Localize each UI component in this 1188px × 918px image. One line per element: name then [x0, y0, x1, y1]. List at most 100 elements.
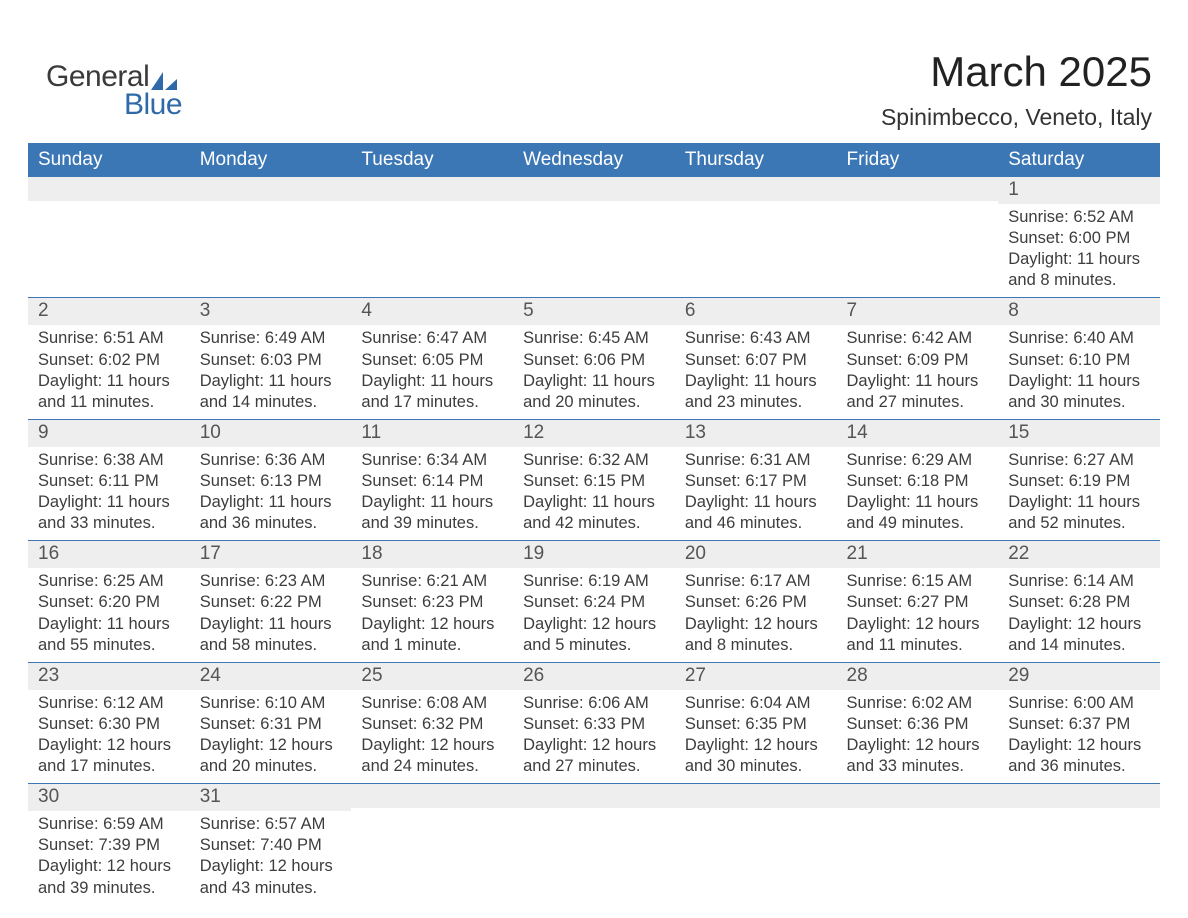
day-content: Sunrise: 6:31 AMSunset: 6:17 PMDaylight:…	[675, 447, 837, 540]
sunset-text: Sunset: 6:28 PM	[1008, 592, 1150, 613]
calendar-cell: 15Sunrise: 6:27 AMSunset: 6:19 PMDayligh…	[998, 419, 1160, 540]
daylight-text: Daylight: 11 hours and 49 minutes.	[847, 492, 989, 534]
sunrise-text: Sunrise: 6:08 AM	[361, 693, 503, 714]
day-number: 25	[351, 663, 513, 690]
sunset-text: Sunset: 6:06 PM	[523, 350, 665, 371]
calendar-cell: 12Sunrise: 6:32 AMSunset: 6:15 PMDayligh…	[513, 419, 675, 540]
day-number: 19	[513, 541, 675, 568]
calendar-cell: 18Sunrise: 6:21 AMSunset: 6:23 PMDayligh…	[351, 541, 513, 662]
day-content: Sunrise: 6:00 AMSunset: 6:37 PMDaylight:…	[998, 690, 1160, 783]
day-content: Sunrise: 6:06 AMSunset: 6:33 PMDaylight:…	[513, 690, 675, 783]
day-number: 13	[675, 420, 837, 447]
day-number	[513, 784, 675, 808]
calendar-cell: 14Sunrise: 6:29 AMSunset: 6:18 PMDayligh…	[837, 419, 999, 540]
day-number: 29	[998, 663, 1160, 690]
daylight-text: Daylight: 11 hours and 46 minutes.	[685, 492, 827, 534]
day-number: 15	[998, 420, 1160, 447]
day-content: Sunrise: 6:57 AMSunset: 7:40 PMDaylight:…	[190, 811, 352, 904]
day-number	[28, 177, 190, 201]
daylight-text: Daylight: 11 hours and 39 minutes.	[361, 492, 503, 534]
header: General Blue March 2025 Spinimbecco, Ven…	[28, 20, 1160, 131]
day-number: 5	[513, 298, 675, 325]
daylight-text: Daylight: 12 hours and 24 minutes.	[361, 735, 503, 777]
sunset-text: Sunset: 6:36 PM	[847, 714, 989, 735]
day-number	[513, 177, 675, 201]
sunrise-text: Sunrise: 6:43 AM	[685, 328, 827, 349]
day-content	[351, 808, 513, 870]
sunset-text: Sunset: 6:30 PM	[38, 714, 180, 735]
daylight-text: Daylight: 12 hours and 11 minutes.	[847, 614, 989, 656]
sunset-text: Sunset: 7:39 PM	[38, 835, 180, 856]
sunset-text: Sunset: 6:17 PM	[685, 471, 827, 492]
sunset-text: Sunset: 6:31 PM	[200, 714, 342, 735]
day-content: Sunrise: 6:21 AMSunset: 6:23 PMDaylight:…	[351, 568, 513, 661]
calendar-cell: 21Sunrise: 6:15 AMSunset: 6:27 PMDayligh…	[837, 541, 999, 662]
sunrise-text: Sunrise: 6:36 AM	[200, 450, 342, 471]
day-content: Sunrise: 6:12 AMSunset: 6:30 PMDaylight:…	[28, 690, 190, 783]
day-content	[837, 201, 999, 263]
day-content: Sunrise: 6:45 AMSunset: 6:06 PMDaylight:…	[513, 325, 675, 418]
day-content	[28, 201, 190, 263]
day-number: 1	[998, 177, 1160, 204]
calendar-cell: 1Sunrise: 6:52 AMSunset: 6:00 PMDaylight…	[998, 177, 1160, 298]
sunset-text: Sunset: 6:24 PM	[523, 592, 665, 613]
sunset-text: Sunset: 6:15 PM	[523, 471, 665, 492]
day-content	[675, 808, 837, 870]
calendar-row: 1Sunrise: 6:52 AMSunset: 6:00 PMDaylight…	[28, 177, 1160, 298]
calendar-cell: 8Sunrise: 6:40 AMSunset: 6:10 PMDaylight…	[998, 298, 1160, 419]
day-number: 10	[190, 420, 352, 447]
day-number: 8	[998, 298, 1160, 325]
calendar-cell: 20Sunrise: 6:17 AMSunset: 6:26 PMDayligh…	[675, 541, 837, 662]
sunset-text: Sunset: 6:09 PM	[847, 350, 989, 371]
day-number: 16	[28, 541, 190, 568]
calendar-cell: 2Sunrise: 6:51 AMSunset: 6:02 PMDaylight…	[28, 298, 190, 419]
daylight-text: Daylight: 12 hours and 43 minutes.	[200, 856, 342, 898]
sunset-text: Sunset: 7:40 PM	[200, 835, 342, 856]
day-content	[351, 201, 513, 263]
sunrise-text: Sunrise: 6:40 AM	[1008, 328, 1150, 349]
sunrise-text: Sunrise: 6:00 AM	[1008, 693, 1150, 714]
day-number	[998, 784, 1160, 808]
weekday-header: Saturday	[998, 143, 1160, 177]
day-content: Sunrise: 6:34 AMSunset: 6:14 PMDaylight:…	[351, 447, 513, 540]
sunrise-text: Sunrise: 6:31 AM	[685, 450, 827, 471]
day-content: Sunrise: 6:52 AMSunset: 6:00 PMDaylight:…	[998, 204, 1160, 297]
sunset-text: Sunset: 6:05 PM	[361, 350, 503, 371]
daylight-text: Daylight: 11 hours and 23 minutes.	[685, 371, 827, 413]
day-number: 3	[190, 298, 352, 325]
sunset-text: Sunset: 6:26 PM	[685, 592, 827, 613]
calendar-cell: 25Sunrise: 6:08 AMSunset: 6:32 PMDayligh…	[351, 662, 513, 783]
day-number: 23	[28, 663, 190, 690]
sail-icon	[151, 72, 177, 94]
day-content: Sunrise: 6:40 AMSunset: 6:10 PMDaylight:…	[998, 325, 1160, 418]
sunset-text: Sunset: 6:20 PM	[38, 592, 180, 613]
day-content: Sunrise: 6:08 AMSunset: 6:32 PMDaylight:…	[351, 690, 513, 783]
daylight-text: Daylight: 11 hours and 20 minutes.	[523, 371, 665, 413]
calendar-cell	[351, 177, 513, 298]
day-content: Sunrise: 6:23 AMSunset: 6:22 PMDaylight:…	[190, 568, 352, 661]
calendar-cell	[513, 784, 675, 905]
daylight-text: Daylight: 11 hours and 8 minutes.	[1008, 249, 1150, 291]
day-number: 11	[351, 420, 513, 447]
weekday-header-row: Sunday Monday Tuesday Wednesday Thursday…	[28, 143, 1160, 177]
daylight-text: Daylight: 12 hours and 33 minutes.	[847, 735, 989, 777]
sunset-text: Sunset: 6:14 PM	[361, 471, 503, 492]
calendar-cell: 3Sunrise: 6:49 AMSunset: 6:03 PMDaylight…	[190, 298, 352, 419]
day-content	[190, 201, 352, 263]
calendar-cell: 19Sunrise: 6:19 AMSunset: 6:24 PMDayligh…	[513, 541, 675, 662]
daylight-text: Daylight: 12 hours and 30 minutes.	[685, 735, 827, 777]
day-content	[837, 808, 999, 870]
day-number: 28	[837, 663, 999, 690]
day-content: Sunrise: 6:47 AMSunset: 6:05 PMDaylight:…	[351, 325, 513, 418]
location-text: Spinimbecco, Veneto, Italy	[881, 104, 1152, 131]
sunset-text: Sunset: 6:02 PM	[38, 350, 180, 371]
calendar-cell: 22Sunrise: 6:14 AMSunset: 6:28 PMDayligh…	[998, 541, 1160, 662]
daylight-text: Daylight: 11 hours and 33 minutes.	[38, 492, 180, 534]
calendar-cell: 23Sunrise: 6:12 AMSunset: 6:30 PMDayligh…	[28, 662, 190, 783]
sunrise-text: Sunrise: 6:47 AM	[361, 328, 503, 349]
sunrise-text: Sunrise: 6:52 AM	[1008, 207, 1150, 228]
sunset-text: Sunset: 6:35 PM	[685, 714, 827, 735]
weekday-header: Tuesday	[351, 143, 513, 177]
daylight-text: Daylight: 11 hours and 52 minutes.	[1008, 492, 1150, 534]
daylight-text: Daylight: 12 hours and 5 minutes.	[523, 614, 665, 656]
